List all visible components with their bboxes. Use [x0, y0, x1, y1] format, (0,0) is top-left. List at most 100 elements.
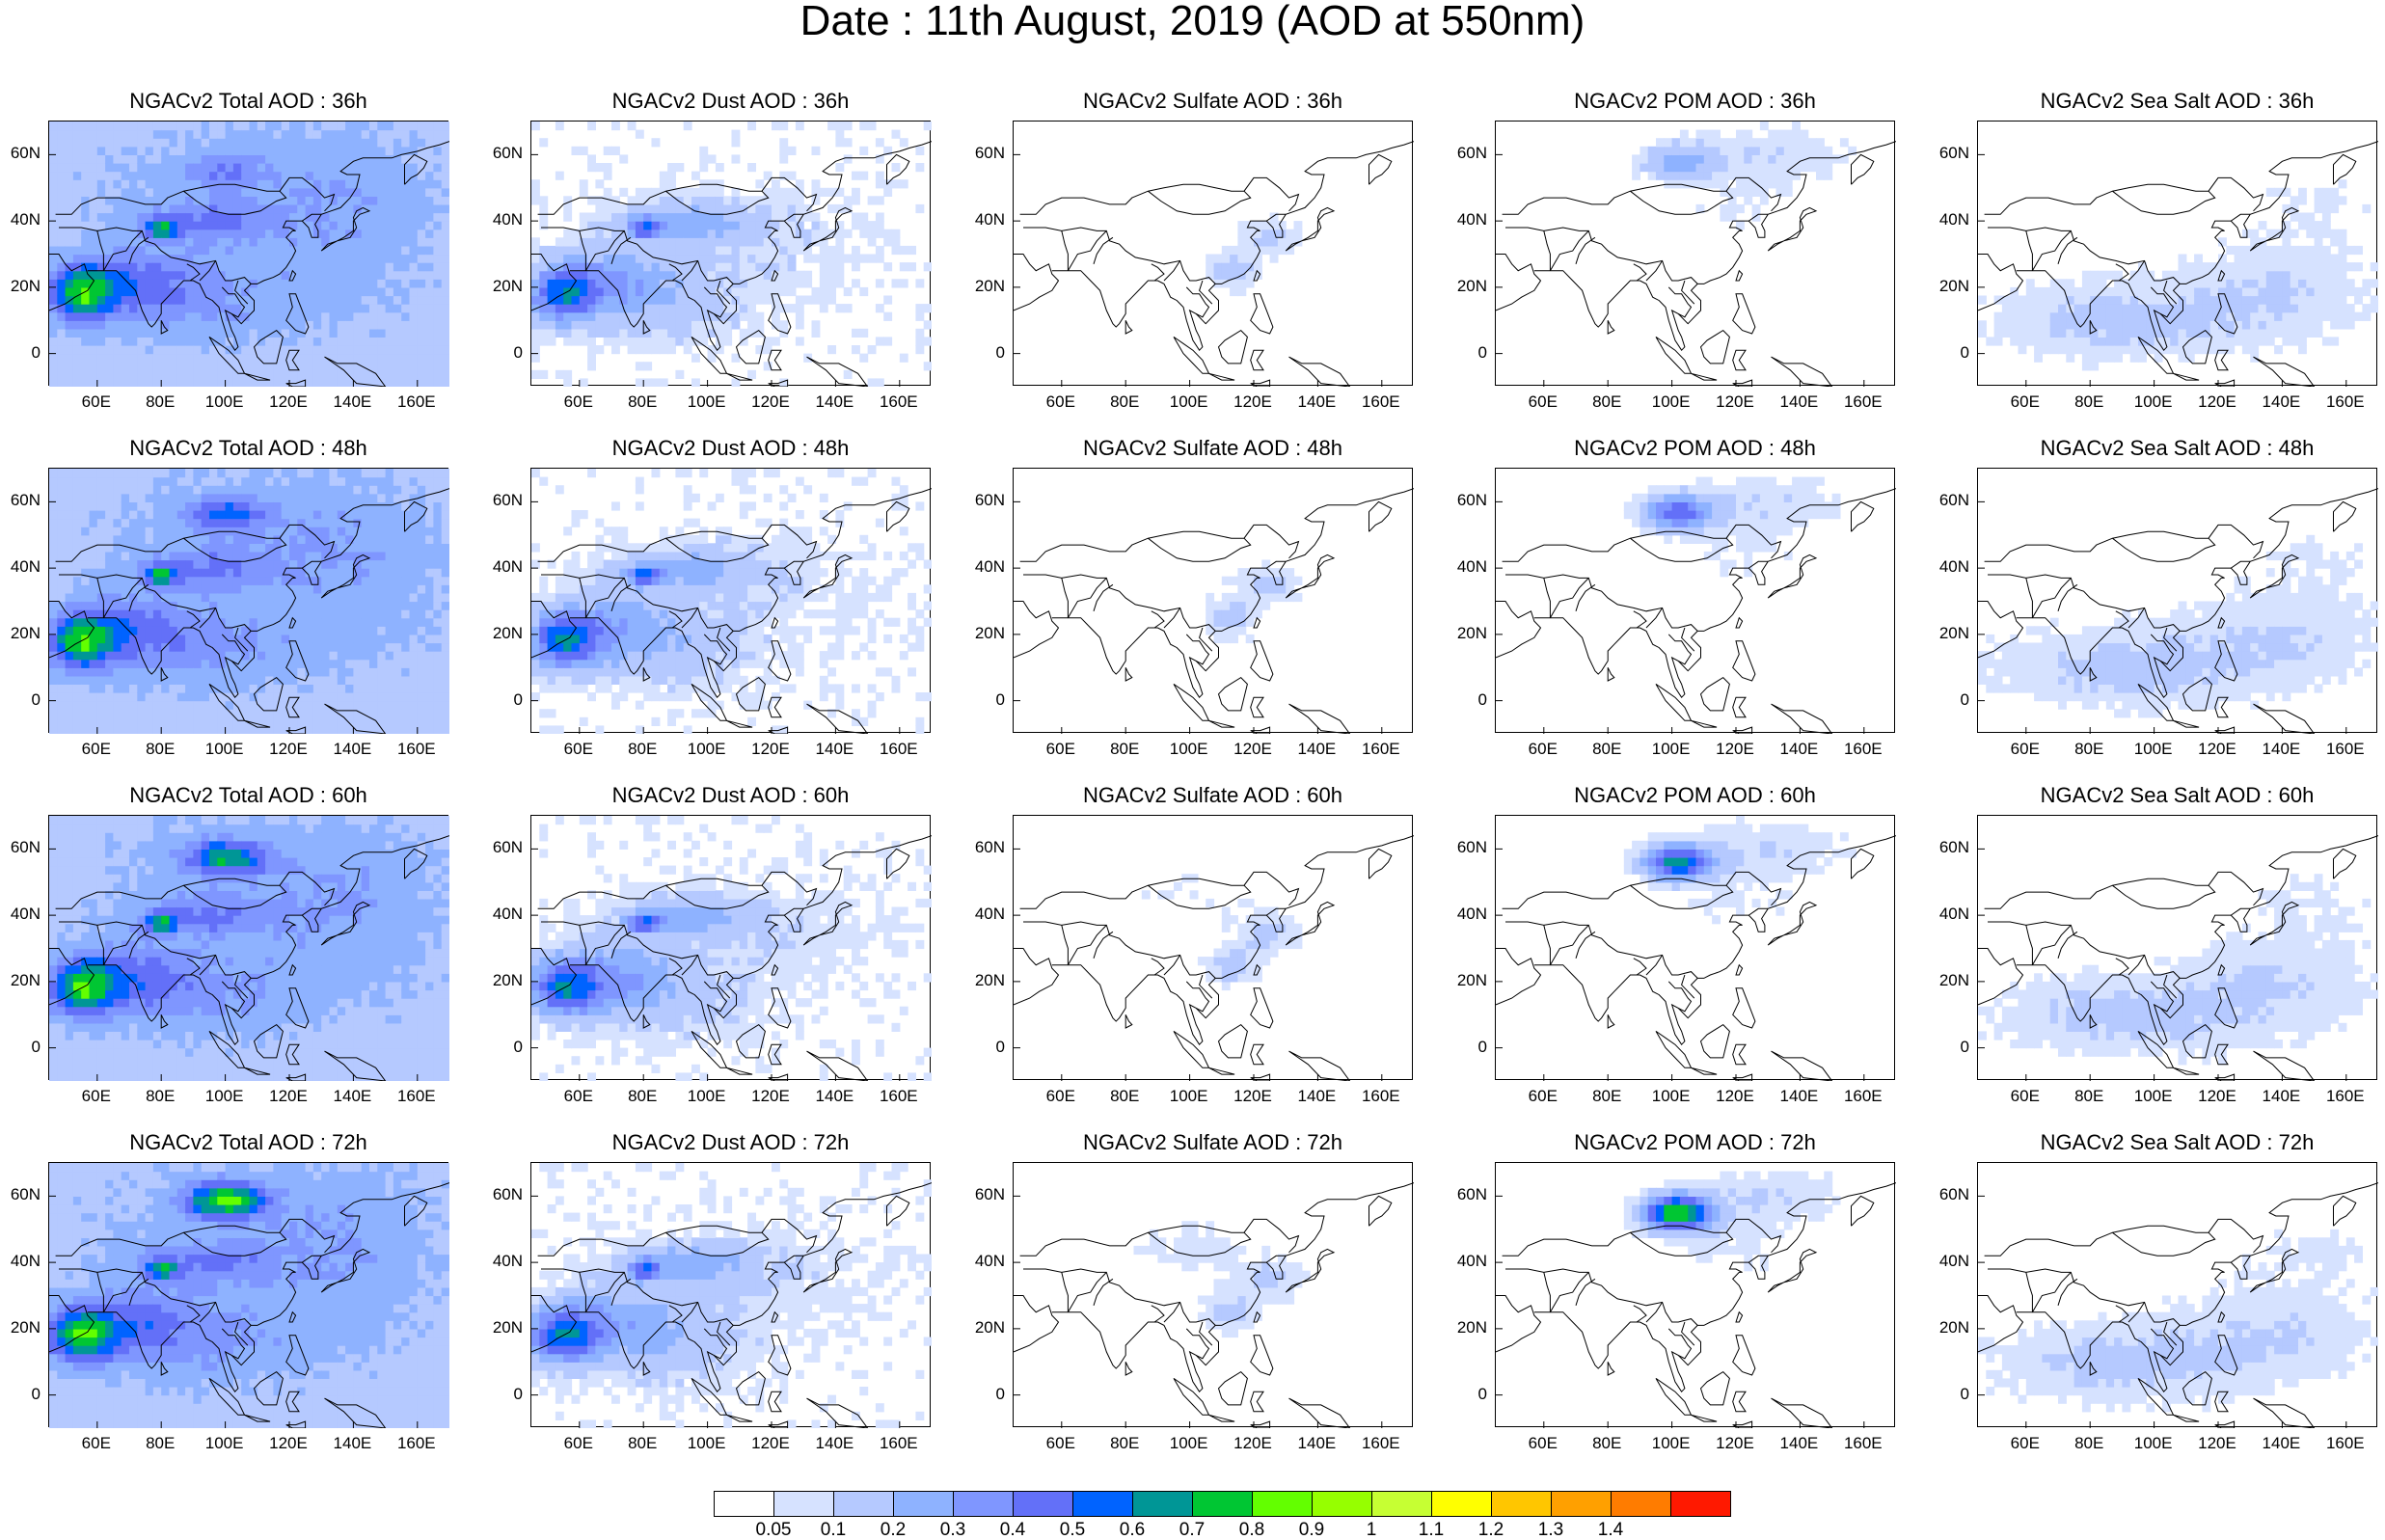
aod-cell: [137, 354, 146, 363]
aod-cell: [723, 196, 732, 204]
aod-cell: [129, 337, 138, 345]
map-panel-seasalt-36h: [1977, 121, 2377, 386]
aod-cell: [81, 552, 90, 560]
aod-cell: [386, 345, 394, 354]
aod-cell: [273, 163, 282, 172]
aod-cell: [1712, 163, 1721, 172]
aod-cell: [636, 230, 644, 238]
aod-cell: [297, 602, 306, 610]
aod-cell: [137, 138, 146, 147]
aod-cell: [129, 626, 138, 635]
aod-cell: [250, 138, 258, 147]
aod-cell: [161, 370, 170, 379]
aod-cell: [362, 130, 370, 139]
aod-cell: [1696, 163, 1705, 172]
aod-cell: [217, 709, 226, 717]
aod-cell: [265, 501, 274, 510]
aod-cell: [122, 684, 130, 692]
aod-cell: [345, 246, 354, 255]
aod-cell: [628, 345, 637, 354]
aod-cell: [57, 147, 66, 155]
aod-cell: [393, 271, 402, 280]
aod-cell: [1784, 138, 1793, 147]
aod-cell: [2179, 345, 2187, 354]
aod-cell: [122, 469, 130, 477]
aod-cell: [217, 485, 226, 494]
aod-cell: [177, 543, 186, 552]
aod-cell: [265, 354, 274, 363]
aod-cell: [90, 584, 98, 593]
aod-cell: [377, 196, 386, 204]
aod-cell: [2298, 221, 2307, 230]
aod-cell: [81, 527, 90, 535]
aod-cell: [289, 519, 298, 527]
aod-cell: [250, 163, 258, 172]
aod-cell: [113, 213, 122, 222]
aod-cell: [330, 296, 339, 305]
aod-cell: [362, 527, 370, 535]
aod-cell: [153, 345, 162, 354]
aod-cell: [241, 262, 250, 271]
aod-cell: [338, 296, 346, 305]
aod-cell: [740, 296, 748, 305]
aod-cell: [313, 362, 322, 370]
aod-cell: [250, 676, 258, 685]
aod-cell: [289, 163, 298, 172]
aod-cell: [209, 237, 218, 246]
aod-cell: [410, 485, 419, 494]
aod-cell: [185, 552, 194, 560]
aod-cell: [2162, 287, 2171, 296]
aod-cell: [193, 602, 202, 610]
aod-cell: [660, 204, 668, 213]
aod-cell: [2122, 329, 2130, 338]
aod-cell: [97, 560, 106, 569]
aod-cell: [330, 692, 339, 701]
aod-cell: [105, 469, 114, 477]
aod-cell: [289, 130, 298, 139]
aod-cell: [105, 337, 114, 345]
aod-cell: [386, 130, 394, 139]
aod-cell: [137, 552, 146, 560]
aod-cell: [1808, 147, 1817, 155]
aod-cell: [1206, 255, 1214, 263]
aod-cell: [49, 320, 58, 329]
aod-cell: [146, 337, 154, 345]
aod-cell: [353, 485, 362, 494]
aod-cell: [844, 287, 853, 296]
aod-cell: [137, 154, 146, 163]
aod-cell: [362, 701, 370, 710]
aod-cell: [338, 519, 346, 527]
aod-cell: [2066, 345, 2074, 354]
map-panel-pom-36h: [1495, 121, 1895, 386]
lon-label: 60E: [1514, 393, 1572, 411]
aod-cell: [122, 312, 130, 321]
aod-cell: [619, 262, 628, 271]
aod-cell: [313, 609, 322, 618]
aod-cell: [433, 667, 442, 676]
aod-cell: [401, 237, 410, 246]
aod-cell: [2242, 279, 2251, 287]
aod-cell: [2114, 312, 2123, 321]
aod-cell: [531, 179, 540, 188]
aod-cell: [732, 221, 741, 230]
lon-label: 80E: [1096, 393, 1153, 411]
aod-cell: [2322, 312, 2331, 321]
aod-cell: [755, 279, 764, 287]
aod-cell: [330, 717, 339, 726]
aod-cell: [1744, 147, 1752, 155]
aod-cell: [611, 320, 620, 329]
aod-cell: [250, 527, 258, 535]
aod-cell: [137, 204, 146, 213]
aod-cell: [386, 519, 394, 527]
aod-cell: [170, 312, 178, 321]
coastline: [1014, 255, 1059, 311]
aod-cell: [321, 287, 330, 296]
aod-cell: [563, 213, 572, 222]
aod-cell: [153, 709, 162, 717]
aod-cell: [852, 172, 860, 180]
aod-cell: [185, 204, 194, 213]
aod-cell: [209, 138, 218, 147]
aod-cell: [273, 279, 282, 287]
aod-cell: [265, 602, 274, 610]
aod-cell: [313, 204, 322, 213]
